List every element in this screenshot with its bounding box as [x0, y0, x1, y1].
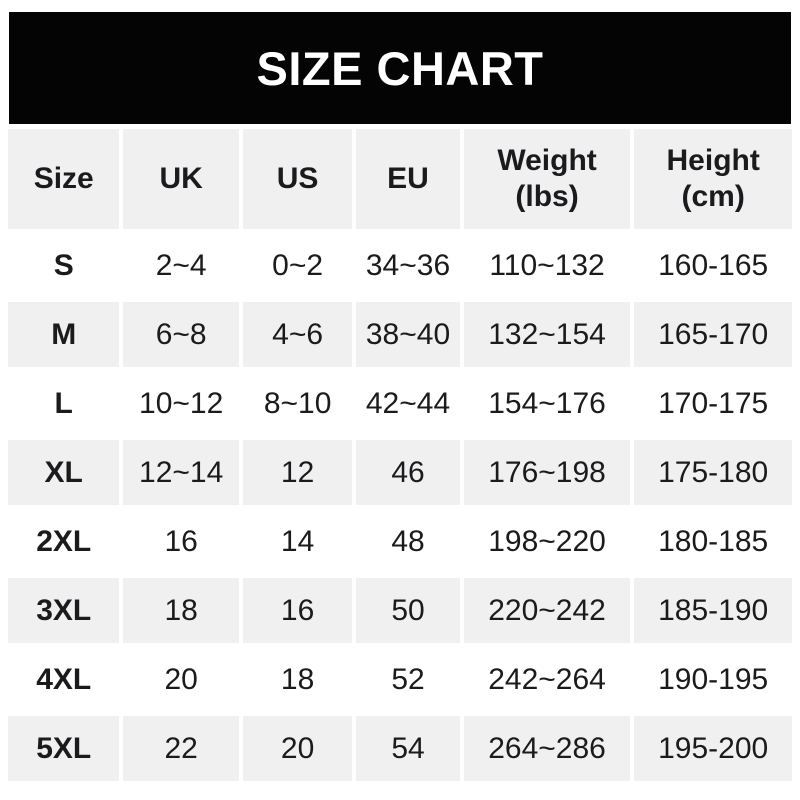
column-header-label: UK [159, 162, 203, 195]
table-row-m: M 6~8 4~6 38~40 132~154 165-170 [8, 302, 792, 367]
column-header-label: Height [666, 144, 760, 177]
us-cell: 18 [242, 647, 353, 712]
column-header-eu: EU [356, 129, 460, 229]
us-cell: 16 [242, 578, 353, 643]
us-cell: 4~6 [242, 302, 353, 367]
height-cell: 185-190 [634, 578, 792, 643]
table-row-3xl: 3XL 18 16 50 220~242 185-190 [8, 578, 792, 643]
size-cell: 2XL [8, 509, 120, 574]
eu-cell: 54 [356, 716, 460, 781]
uk-cell: 2~4 [123, 233, 239, 298]
height-cell: 190-195 [634, 647, 792, 712]
us-cell: 8~10 [242, 371, 353, 436]
table-row-2xl: 2XL 16 14 48 198~220 180-185 [8, 509, 792, 574]
table-row-s: S 2~4 0~2 34~36 110~132 160-165 [8, 233, 792, 298]
column-header-label: Weight [497, 144, 597, 177]
eu-cell: 50 [356, 578, 460, 643]
weight-cell: 176~198 [463, 440, 631, 505]
eu-cell: 52 [356, 647, 460, 712]
us-cell: 0~2 [242, 233, 353, 298]
weight-cell: 220~242 [463, 578, 631, 643]
weight-cell: 242~264 [463, 647, 631, 712]
uk-cell: 12~14 [123, 440, 239, 505]
column-header-size: Size [8, 129, 120, 229]
column-header-uk: UK [123, 129, 239, 229]
column-header-us: US [242, 129, 353, 229]
eu-cell: 38~40 [356, 302, 460, 367]
size-table: Size UK US EU Weight (lbs) Height (cm) [8, 129, 792, 781]
size-cell: 4XL [8, 647, 120, 712]
table-row-5xl: 5XL 22 20 54 264~286 195-200 [8, 716, 792, 781]
uk-cell: 10~12 [123, 371, 239, 436]
column-header-height: Height (cm) [634, 129, 792, 229]
weight-cell: 154~176 [463, 371, 631, 436]
eu-cell: 42~44 [356, 371, 460, 436]
height-cell: 180-185 [634, 509, 792, 574]
weight-cell: 264~286 [463, 716, 631, 781]
weight-cell: 198~220 [463, 509, 631, 574]
table-header-row: Size UK US EU Weight (lbs) Height (cm) [8, 129, 792, 229]
page-title: SIZE CHART [256, 41, 544, 95]
size-cell: 5XL [8, 716, 120, 781]
size-cell: M [8, 302, 120, 367]
height-cell: 160-165 [634, 233, 792, 298]
uk-cell: 22 [123, 716, 239, 781]
uk-cell: 16 [123, 509, 239, 574]
uk-cell: 18 [123, 578, 239, 643]
height-cell: 170-175 [634, 371, 792, 436]
table-row-xl: XL 12~14 12 46 176~198 175-180 [8, 440, 792, 505]
column-header-sublabel: (cm) [681, 180, 745, 213]
size-cell: S [8, 233, 120, 298]
eu-cell: 34~36 [356, 233, 460, 298]
eu-cell: 46 [356, 440, 460, 505]
column-header-label: Size [33, 162, 94, 195]
us-cell: 14 [242, 509, 353, 574]
column-header-sublabel: (lbs) [515, 180, 579, 213]
us-cell: 20 [242, 716, 353, 781]
weight-cell: 132~154 [463, 302, 631, 367]
size-cell: L [8, 371, 120, 436]
height-cell: 165-170 [634, 302, 792, 367]
column-header-weight: Weight (lbs) [463, 129, 631, 229]
table-row-l: L 10~12 8~10 42~44 154~176 170-175 [8, 371, 792, 436]
weight-cell: 110~132 [463, 233, 631, 298]
uk-cell: 20 [123, 647, 239, 712]
column-header-label: EU [387, 162, 429, 195]
eu-cell: 48 [356, 509, 460, 574]
column-header-label: US [276, 162, 319, 195]
height-cell: 175-180 [634, 440, 792, 505]
us-cell: 12 [242, 440, 353, 505]
height-cell: 195-200 [634, 716, 792, 781]
size-cell: XL [8, 440, 120, 505]
table-row-4xl: 4XL 20 18 52 242~264 190-195 [8, 647, 792, 712]
title-banner: SIZE CHART [9, 12, 791, 124]
uk-cell: 6~8 [123, 302, 239, 367]
size-cell: 3XL [8, 578, 120, 643]
